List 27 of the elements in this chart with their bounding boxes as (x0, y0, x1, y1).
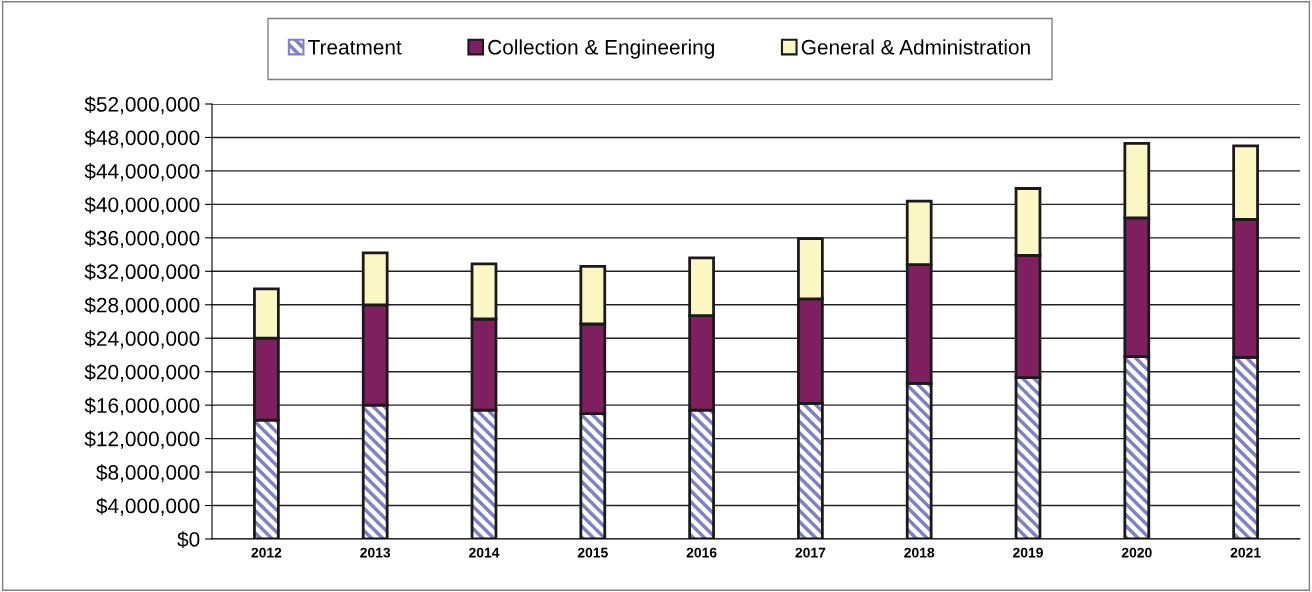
x-tick-label: 2021 (1230, 547, 1261, 558)
y-tick-label: $52,000,000 (84, 96, 200, 115)
y-tick-label: $40,000,000 (84, 196, 200, 215)
y-tick-label: $8,000,000 (96, 464, 200, 483)
x-tick-label: 2020 (1121, 547, 1152, 558)
y-tick-label: $28,000,000 (84, 296, 200, 315)
y-tick-label: $48,000,000 (84, 129, 200, 148)
legend-label: Collection & Engineering (488, 39, 714, 59)
legend-label: Treatment (308, 40, 402, 55)
y-tick-label: $16,000,000 (84, 397, 200, 416)
legend-label: General & Administration (801, 39, 1030, 55)
x-tick-label: 2016 (686, 547, 717, 558)
x-tick-label: 2019 (1013, 547, 1043, 558)
x-tick-label: 2013 (360, 547, 391, 558)
x-tick-label: 2015 (577, 547, 608, 558)
y-tick-label: $24,000,000 (84, 330, 200, 349)
y-tick-label: $20,000,000 (84, 363, 200, 382)
y-tick-label: $4,000,000 (96, 497, 200, 516)
x-tick-label: 2018 (904, 547, 935, 558)
x-tick-label: 2012 (251, 547, 282, 558)
y-tick-label: $0 (177, 531, 200, 548)
y-tick-label: $36,000,000 (84, 229, 200, 249)
x-tick-label: 2014 (469, 547, 500, 558)
y-tick-label: $32,000,000 (84, 263, 200, 282)
y-tick-label: $44,000,000 (84, 163, 200, 182)
x-tick-label: 2017 (795, 547, 826, 558)
y-tick-label: $12,000,000 (84, 430, 200, 449)
